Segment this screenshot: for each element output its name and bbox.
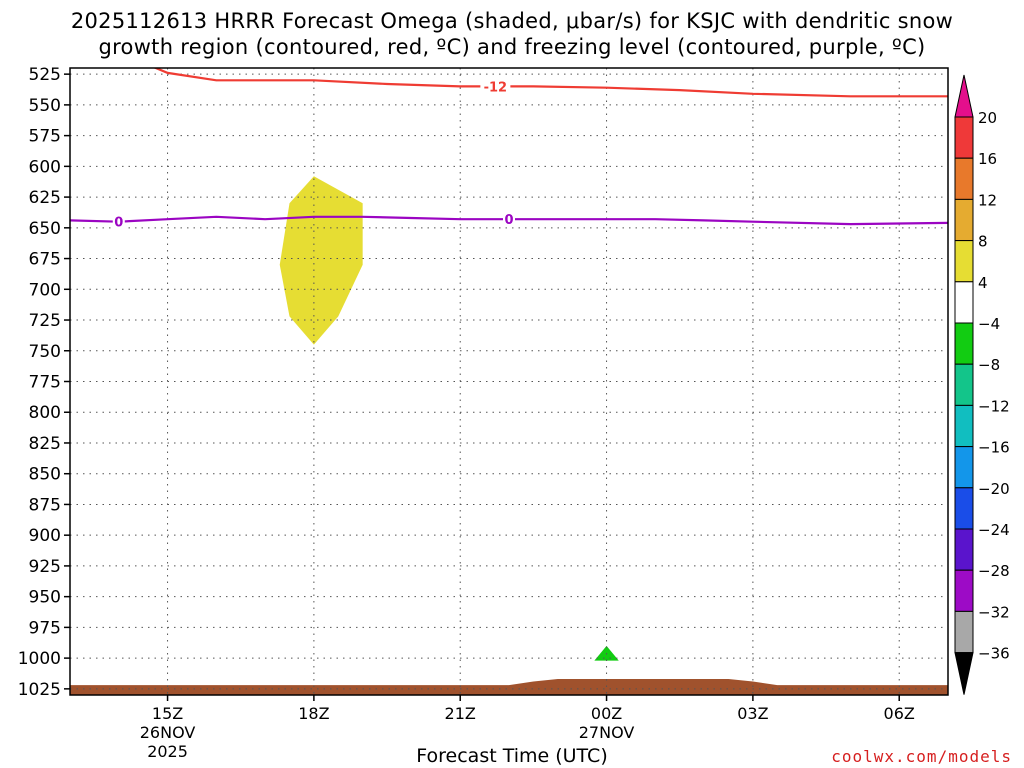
colorbar-box-7	[954, 404, 974, 448]
colorbar-box-11	[954, 569, 974, 612]
x-tick-label-06Z: 06Z	[884, 704, 915, 723]
colorbar-label-8: −16	[978, 439, 1010, 457]
y-tick-label-650: 650	[29, 219, 61, 239]
terrain-fill	[70, 679, 948, 695]
freezing-contour-label-1: 0	[504, 213, 513, 228]
colorbar-label-0: 20	[978, 109, 997, 127]
y-tick-label-850: 850	[29, 465, 61, 485]
x-tick-sublabel-15Z-0: 26NOV	[140, 723, 196, 742]
plot-background	[70, 68, 948, 695]
credit-text: coolwx.com/models	[831, 747, 1012, 766]
freezing-label-bg-1	[503, 211, 515, 228]
y-tick-label-675: 675	[29, 250, 61, 270]
y-tick-label-625: 625	[29, 188, 61, 208]
x-tick-label-15Z: 15Z	[152, 704, 183, 723]
colorbar-box-1	[954, 157, 974, 200]
y-tick-label-1000: 1000	[18, 649, 61, 669]
y-tick-label-600: 600	[29, 157, 61, 177]
y-tick-label-525: 525	[29, 65, 61, 85]
colorbar-label-4: 4	[978, 274, 988, 292]
dendritic-contour-label: -12	[484, 80, 508, 95]
colorbar-box-8	[954, 446, 974, 489]
y-tick-label-800: 800	[29, 403, 61, 423]
title-line-2: growth region (contoured, red, ºC) and f…	[98, 35, 926, 59]
y-tick-label-975: 975	[29, 618, 61, 638]
colorbar-label-6: −8	[978, 356, 1000, 374]
x-axis-title: Forecast Time (UTC)	[416, 745, 608, 767]
colorbar-box-2	[954, 198, 974, 242]
colorbar-label-1: 16	[978, 150, 997, 168]
y-tick-label-825: 825	[29, 434, 61, 454]
colorbar-box-0	[954, 116, 974, 159]
x-tick-label-21Z: 21Z	[445, 704, 476, 723]
colorbar-label-11: −28	[978, 562, 1010, 580]
y-tick-label-700: 700	[29, 280, 61, 300]
freezing-label-bg-0	[112, 213, 125, 230]
freezing-level-line	[70, 215, 948, 226]
colorbar-label-12: −32	[978, 603, 1010, 621]
colorbar-box-9	[954, 487, 974, 530]
x-tick-label-00Z: 00Z	[591, 704, 622, 723]
y-tick-label-775: 775	[29, 373, 61, 393]
y-tick-label-925: 925	[29, 557, 61, 577]
colorbar-label-13: −36	[978, 645, 1010, 663]
colorbar-label-3: 8	[978, 233, 988, 251]
colorbar-label-7: −12	[978, 397, 1010, 415]
y-tick-label-550: 550	[29, 96, 61, 116]
x-tick-label-18Z: 18Z	[298, 704, 329, 723]
plot-area: -12 0 0	[70, 68, 948, 695]
chart-title: 2025112613 HRRR Forecast Omega (shaded, …	[0, 8, 1024, 60]
x-tick-label-03Z: 03Z	[737, 704, 768, 723]
colorbar-box-4	[954, 281, 974, 324]
colorbar-bottom-triangle	[954, 652, 974, 695]
colorbar-label-5: −4	[978, 315, 1000, 333]
colorbar-label-10: −24	[978, 521, 1010, 539]
y-tick-label-1025: 1025	[18, 680, 61, 700]
colorbar-top-triangle	[954, 74, 974, 118]
x-tick-sublabel-15Z-1: 2025	[147, 742, 188, 761]
title-line-1: 2025112613 HRRR Forecast Omega (shaded, …	[70, 9, 954, 33]
colorbar-box-3	[954, 240, 974, 283]
x-tick-sublabel-00Z-0: 27NOV	[579, 723, 635, 742]
y-tick-label-900: 900	[29, 526, 61, 546]
y-tick-label-750: 750	[29, 342, 61, 362]
colorbar-box-6	[954, 363, 974, 406]
freezing-contour-label-0: 0	[114, 216, 123, 231]
y-tick-label-950: 950	[29, 588, 61, 608]
y-tick-label-725: 725	[29, 311, 61, 331]
dendritic-label-bg	[480, 78, 511, 95]
y-tick-label-875: 875	[29, 495, 61, 515]
y-tick-label-575: 575	[29, 127, 61, 147]
colorbar-box-5	[954, 322, 974, 365]
colorbar-box-10	[954, 528, 974, 571]
colorbar-label-2: 12	[978, 191, 997, 209]
colorbar-label-9: −20	[978, 480, 1010, 498]
colorbar-box-12	[954, 610, 974, 654]
